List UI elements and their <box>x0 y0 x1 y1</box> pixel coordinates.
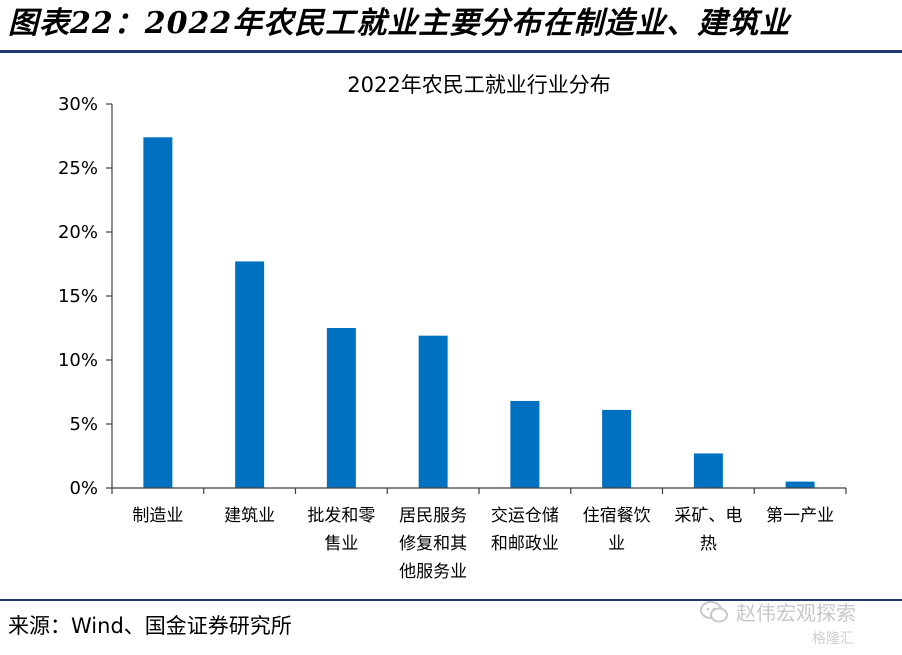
x-category-label: 售业 <box>324 534 358 554</box>
x-category-label: 和邮政业 <box>491 534 559 554</box>
y-tick-label: 20% <box>58 222 98 243</box>
watermark-sub: 格隆汇 <box>812 631 854 647</box>
source-note: 来源：Wind、国金证券研究所 <box>8 614 292 638</box>
watermark: 赵伟宏观探索 <box>700 597 856 626</box>
y-tick-label: 15% <box>58 286 98 307</box>
x-category-label: 他服务业 <box>399 562 467 582</box>
wechat-icon <box>700 600 728 622</box>
y-tick-label: 0% <box>69 478 98 499</box>
bar <box>602 409 632 488</box>
bar <box>326 328 356 488</box>
bar <box>418 335 448 488</box>
bar <box>143 137 173 488</box>
bar <box>510 400 540 488</box>
bar <box>693 453 723 488</box>
y-tick-label: 25% <box>58 158 98 179</box>
y-tick-label: 10% <box>58 350 98 371</box>
bottom-rule <box>0 599 902 601</box>
y-tick-label: 30% <box>58 94 98 115</box>
y-tick-label: 5% <box>69 414 98 435</box>
x-category-label: 修复和其 <box>399 534 467 554</box>
bar <box>235 261 265 488</box>
x-category-label: 第一产业 <box>766 506 834 526</box>
x-category-label: 建筑业 <box>224 506 275 526</box>
x-category-label: 交运仓储 <box>491 506 559 526</box>
x-category-label: 业 <box>608 534 625 554</box>
y-axis: 0% 5% 10% 15% 20% 25% 30% <box>58 94 113 499</box>
x-category-label: 制造业 <box>132 506 183 526</box>
x-category-label: 住宿餐饮 <box>583 506 651 526</box>
top-rule <box>0 50 902 53</box>
figure-title: 图表22：2022年农民工就业主要分布在制造业、建筑业 <box>8 6 791 41</box>
x-category-label: 热 <box>700 534 717 554</box>
watermark-text: 赵伟宏观探索 <box>736 601 856 625</box>
bar <box>785 481 815 488</box>
chart-title: 2022年农民工就业行业分布 <box>347 73 610 97</box>
x-category-label: 批发和零 <box>307 506 375 526</box>
x-category-label: 居民服务 <box>399 506 467 526</box>
x-category-label: 采矿、电 <box>674 506 742 526</box>
bars <box>143 137 815 488</box>
bar-chart: 2022年农民工就业行业分布 0% 5% 10% 15% 20% 25% 30% 制造业 建筑… <box>58 73 847 582</box>
